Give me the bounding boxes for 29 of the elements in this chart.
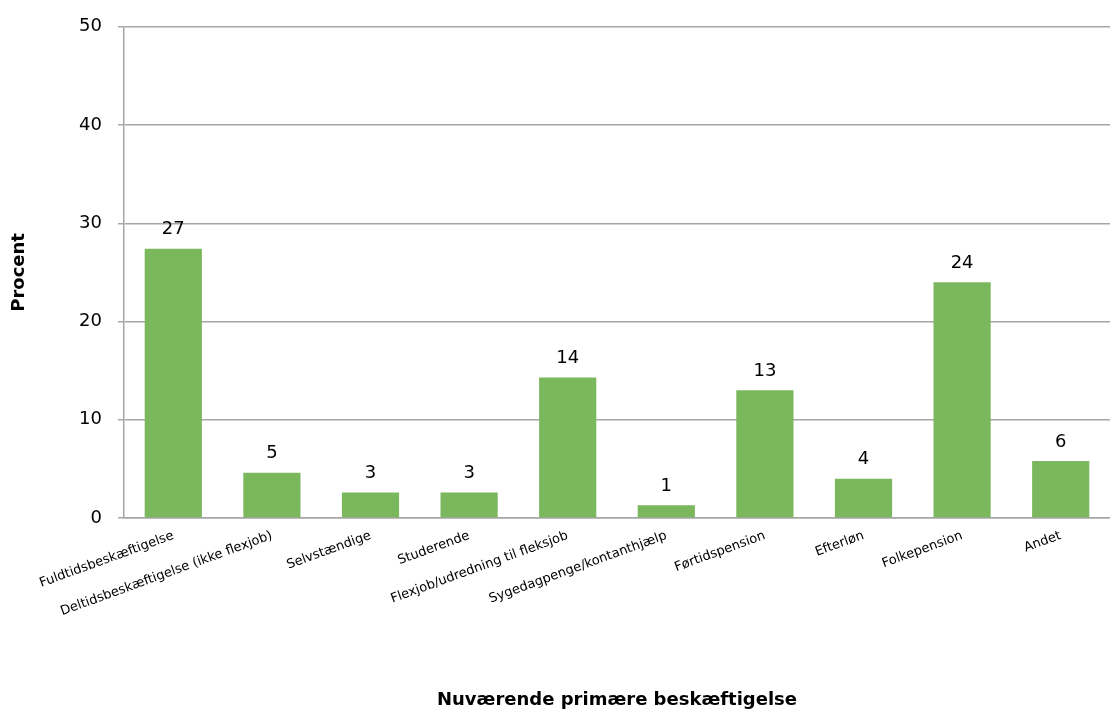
data-label: 6 — [1054, 429, 1067, 451]
bar — [440, 492, 498, 518]
y-tick-label: 50 — [79, 14, 102, 36]
bar — [736, 390, 794, 518]
data-label: 13 — [753, 358, 777, 380]
data-label: 3 — [463, 461, 475, 483]
bar — [144, 248, 202, 518]
bar — [834, 478, 893, 518]
bar — [341, 492, 400, 518]
x-axis-title: Nuværende primære beskæftigelse — [436, 687, 798, 709]
bar — [1032, 461, 1090, 518]
data-label: 1 — [660, 473, 673, 495]
y-tick-label: 20 — [79, 309, 102, 331]
y-tick-label: 10 — [79, 407, 102, 429]
data-label: 27 — [161, 217, 185, 239]
bar — [933, 282, 991, 518]
y-axis-title: Procent — [7, 232, 29, 312]
y-tick-label: 0 — [90, 505, 102, 527]
y-tick-label: 40 — [79, 112, 102, 134]
bar — [637, 505, 695, 518]
y-tick-label: 30 — [79, 210, 102, 232]
data-label: 14 — [556, 346, 580, 368]
data-label: 4 — [857, 447, 870, 469]
bar — [539, 377, 597, 518]
bar — [243, 472, 301, 518]
x-tick-label: Andet — [1021, 527, 1063, 555]
data-label: 5 — [266, 441, 278, 463]
data-label: 3 — [364, 461, 377, 483]
data-label: 24 — [950, 250, 974, 272]
